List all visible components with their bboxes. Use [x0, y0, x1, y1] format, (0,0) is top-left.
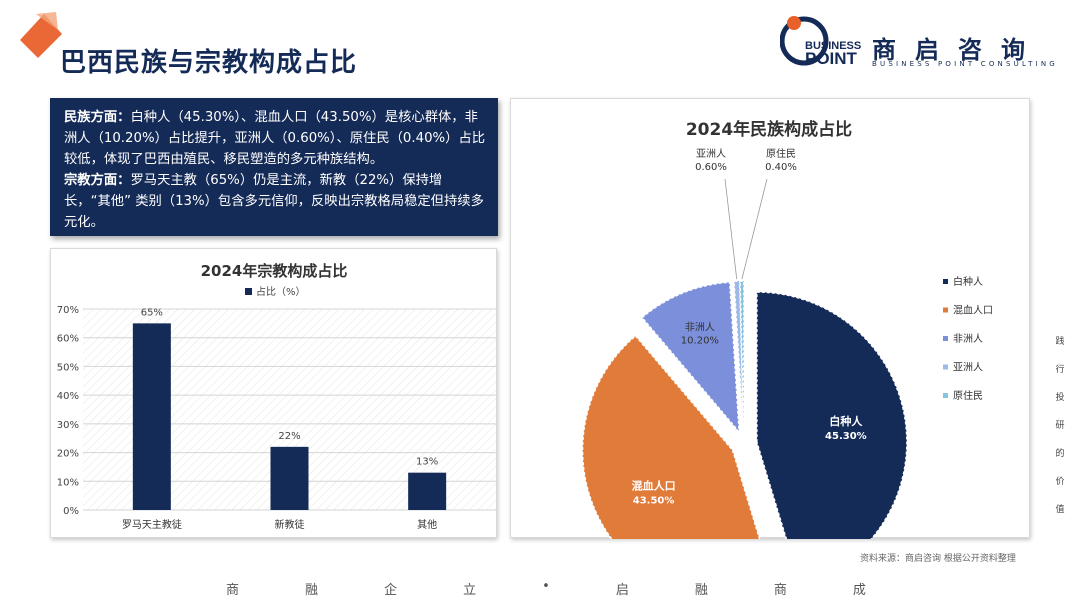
- slice-value-label: 10.20%: [681, 336, 719, 347]
- slice-value-label: 0.40%: [765, 162, 797, 173]
- logo-english-name: BUSINESS POINT CONSULTING: [872, 60, 1058, 68]
- legend-swatch: [943, 364, 948, 370]
- legend-label: 白种人: [953, 275, 983, 288]
- legend-label: 原住民: [953, 389, 983, 402]
- footer-char: •: [542, 579, 550, 594]
- y-tick-label: 50%: [57, 362, 79, 373]
- summary-box: 民族方面：白种人（45.30%）、混血人口（43.50%）是核心群体，非洲人（1…: [50, 98, 498, 236]
- side-tagline-char: 投: [1055, 393, 1065, 403]
- legend-swatch: [943, 307, 948, 313]
- pie-slice: [641, 281, 741, 435]
- x-tick-label: 罗马天主教徒: [122, 518, 182, 531]
- side-tagline-char: 研: [1055, 421, 1065, 431]
- legend-swatch: [943, 336, 948, 341]
- side-tagline-char: 践: [1055, 337, 1065, 347]
- footer-slogan: 商 融 企 立 • 启 融 商 成: [226, 579, 866, 598]
- slice-category-label: 混血人口: [632, 478, 676, 492]
- slice-value-label: 43.50%: [633, 495, 675, 506]
- pie-slice: [581, 334, 761, 539]
- ethnic-summary-label: 民族方面：: [64, 110, 131, 125]
- page-title: 巴西民族与宗教构成占比: [60, 48, 358, 78]
- side-tagline: 践 行 投 研 的 价 值: [1053, 334, 1067, 515]
- bar-value-label: 22%: [278, 431, 300, 442]
- footer-char: 商: [773, 583, 787, 598]
- religion-chart-panel: 2024年宗教构成占比占比（%） 0% 10% 20% 30% 40% 50% 60% 70% 6…: [50, 248, 497, 538]
- slice-category-label: 原住民: [766, 147, 796, 160]
- logo-word-business: BUSINESS: [805, 40, 861, 52]
- slice-category-label: 亚洲人: [696, 148, 726, 160]
- footer-char: 融: [305, 583, 319, 598]
- ethnic-summary-text: 白种人（45.30%）、混血人口（43.50%）是核心群体，非洲人（10.20%…: [64, 110, 486, 167]
- x-tick-label: 其他: [417, 518, 437, 531]
- bar: [408, 472, 447, 510]
- y-tick-label: 60%: [57, 334, 79, 345]
- ethnic-chart-panel: 2024年民族构成占比白种人 45.30% 混血人口 43.50% 非洲人 10.20% 亚…: [510, 98, 1030, 539]
- religion-summary-text: 罗马天主教（65%）仍是主流，新教（22%）保持增长，“其他” 类别（13%）包…: [64, 173, 484, 230]
- side-tagline-char: 的: [1055, 449, 1065, 459]
- logo-word-point: POINT: [805, 49, 858, 68]
- legend-swatch: [245, 288, 252, 295]
- footer-char: 商: [226, 583, 240, 598]
- y-tick-label: 0%: [63, 506, 79, 517]
- religion-summary-label: 宗教方面：: [64, 173, 131, 188]
- ethnic-summary: 民族方面：白种人（45.30%）、混血人口（43.50%）是核心群体，非洲人（1…: [64, 107, 486, 170]
- bar-value-label: 13%: [416, 457, 438, 468]
- side-tagline-char: 值: [1055, 505, 1065, 515]
- y-tick-label: 40%: [57, 391, 79, 402]
- footer-char: 成: [852, 583, 866, 598]
- legend-label: 混血人口: [953, 304, 993, 317]
- legend-label: 非洲人: [953, 333, 983, 345]
- legend-label: 占比（%）: [256, 285, 306, 298]
- y-tick-label: 70%: [57, 305, 79, 316]
- side-tagline-char: 价: [1055, 477, 1065, 487]
- legend-swatch: [943, 393, 948, 398]
- footer-char: 企: [384, 583, 398, 598]
- y-tick-label: 10%: [57, 477, 79, 488]
- side-tagline-char: 行: [1055, 365, 1065, 375]
- slice-value-label: 0.60%: [695, 162, 727, 173]
- footer-char: 立: [463, 583, 477, 598]
- pie-slice: [739, 280, 745, 432]
- company-logo: BUSINESS POINT 商启咨询 BUSINESS POINT CONSU…: [780, 14, 1070, 70]
- pie-slice: [733, 280, 745, 432]
- bar: [132, 323, 171, 510]
- slice-value-label: 45.30%: [825, 431, 867, 442]
- logo-chinese-name: 商启咨询: [872, 36, 1044, 64]
- leader-line: [724, 178, 738, 280]
- pie-slice: [756, 291, 908, 539]
- y-tick-label: 30%: [57, 420, 79, 431]
- legend-label: 亚洲人: [953, 362, 983, 374]
- leader-line: [741, 178, 768, 280]
- legend-swatch: [943, 279, 948, 284]
- bar-value-label: 65%: [141, 307, 163, 318]
- slice-category-label: 白种人: [829, 414, 863, 428]
- bar: [270, 446, 309, 510]
- slice-category-label: 非洲人: [685, 322, 715, 334]
- footer-char: 融: [694, 583, 708, 598]
- source-note: 资料来源：商启咨询 根据公开资料整理: [860, 554, 1016, 564]
- y-tick-label: 20%: [57, 449, 79, 460]
- religion-summary: 宗教方面：罗马天主教（65%）仍是主流，新教（22%）保持增长，“其他” 类别（…: [64, 170, 486, 233]
- chart-title: 2024年宗教构成占比: [201, 262, 348, 280]
- x-tick-label: 新教徒: [275, 518, 305, 531]
- chart-title: 2024年民族构成占比: [686, 119, 852, 140]
- corner-decoration: [20, 12, 62, 58]
- footer-char: 启: [615, 583, 629, 598]
- logo-mark-icon: BUSINESS POINT: [780, 16, 861, 68]
